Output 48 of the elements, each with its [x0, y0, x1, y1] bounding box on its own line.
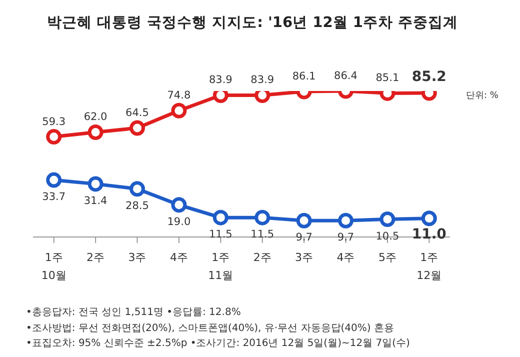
- data-label: 11.5: [250, 228, 274, 241]
- text: •표집오차: 95% 신뢰수준 ±2.5%p •조사기간: 2016년 12월 5일(월)~12월 7일(수): [26, 337, 410, 351]
- point: [88, 176, 104, 192]
- data-label: 33.7: [42, 191, 66, 204]
- text: •조사방법: 무선 전화면접(20%), 스마트폰앱(40%), 유·무선 자동응답(40%) 혼용: [26, 322, 395, 336]
- point: [46, 172, 62, 188]
- point: [88, 124, 104, 140]
- text: •총응답자: 전국 성인 1,511명 •응답률: 12.8%: [26, 306, 242, 320]
- x-tick-label: 2주: [86, 251, 105, 264]
- point: [254, 210, 270, 226]
- data-label: 11.0: [412, 226, 447, 242]
- point: [338, 212, 354, 228]
- data-label: 10.5: [376, 230, 400, 242]
- data-label: 62.0: [84, 111, 108, 124]
- point: [130, 181, 145, 197]
- text: 단위: %: [466, 90, 498, 102]
- x-tick-label: 3주: [128, 251, 146, 264]
- data-label: 9.7: [296, 232, 312, 244]
- x-tick-label: 4주: [336, 251, 355, 264]
- point: [421, 210, 437, 226]
- x-tick-label: 3주: [295, 251, 314, 264]
- x-tick-label: 4주: [170, 251, 188, 264]
- data-label: 19.0: [167, 216, 191, 228]
- point: [380, 212, 396, 228]
- x-tick-label: 1주 10월: [41, 251, 66, 282]
- x-tick-label: 1주 12월: [416, 251, 442, 282]
- data-label: 86.1: [292, 70, 316, 83]
- data-label: 64.5: [126, 107, 149, 120]
- point: [212, 210, 228, 226]
- data-label: 85.2: [412, 69, 446, 86]
- x-tick-label: 5주: [378, 251, 396, 264]
- point: [171, 197, 187, 213]
- point: [46, 129, 62, 145]
- data-label: 9.7: [337, 232, 354, 244]
- data-label: 28.5: [126, 200, 149, 212]
- data-label: 83.9: [250, 74, 274, 86]
- chart-title: 박근혜 대통령 국정수행 지지도: '16년 12월 1주차 주중집계: [46, 14, 460, 32]
- point: [130, 120, 145, 136]
- data-label: 11.5: [208, 228, 232, 241]
- data-label: 74.8: [167, 90, 191, 102]
- x-tick-label: 1주 11월: [208, 251, 234, 282]
- point: [296, 212, 312, 228]
- data-label: 86.4: [334, 70, 358, 82]
- x-tick-label: 2주: [253, 251, 272, 264]
- data-label: 85.1: [376, 72, 400, 84]
- data-label: 59.3: [42, 116, 66, 128]
- data-label: 31.4: [84, 194, 108, 207]
- data-label: 83.9: [208, 74, 232, 86]
